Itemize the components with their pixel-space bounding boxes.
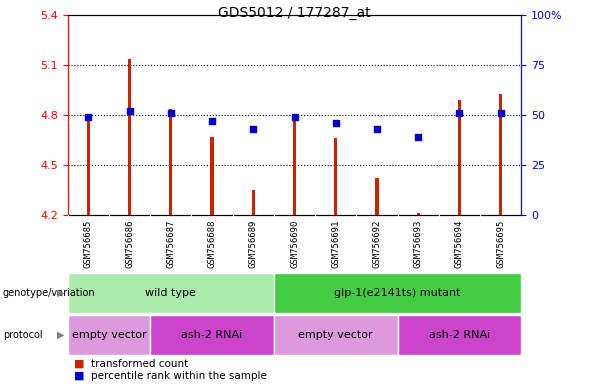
Text: GSM756687: GSM756687 [166,220,176,268]
Text: GSM756688: GSM756688 [207,220,217,268]
Point [496,110,505,116]
Text: ash-2 RNAi: ash-2 RNAi [181,330,243,340]
Text: GDS5012 / 177287_at: GDS5012 / 177287_at [218,6,371,20]
Text: ■: ■ [74,359,84,369]
Text: GSM756685: GSM756685 [84,220,93,268]
Bar [128,59,131,215]
Bar [416,214,420,215]
Bar [252,190,255,215]
Point [290,114,299,120]
Point [413,134,423,140]
Point [166,110,176,116]
Bar [210,137,214,215]
Point [84,114,93,120]
Text: ash-2 RNAi: ash-2 RNAi [429,330,490,340]
Text: empty vector: empty vector [299,330,373,340]
Text: ■: ■ [74,371,84,381]
Text: GSM756690: GSM756690 [290,220,299,268]
Text: wild type: wild type [145,288,196,298]
Text: percentile rank within the sample: percentile rank within the sample [91,371,267,381]
Bar [458,100,461,215]
Text: GSM756692: GSM756692 [372,220,382,268]
Text: GSM756686: GSM756686 [125,220,134,268]
Point [207,118,217,124]
Point [372,126,382,132]
Text: transformed count: transformed count [91,359,188,369]
Point [331,120,340,126]
Text: GSM756695: GSM756695 [496,220,505,268]
Text: GSM756689: GSM756689 [249,220,258,268]
Point [455,110,464,116]
Text: genotype/variation: genotype/variation [3,288,95,298]
Bar [375,179,379,215]
Point [249,126,258,132]
Bar [87,117,90,215]
Text: GSM756694: GSM756694 [455,220,464,268]
Point [125,108,134,114]
Bar [499,94,502,215]
Text: ▶: ▶ [57,288,65,298]
Text: ▶: ▶ [57,330,65,340]
Bar [169,109,173,215]
Bar [293,117,296,215]
Bar [334,139,337,215]
Text: glp-1(e2141ts) mutant: glp-1(e2141ts) mutant [335,288,461,298]
Text: GSM756693: GSM756693 [413,220,423,268]
Text: empty vector: empty vector [72,330,146,340]
Text: protocol: protocol [3,330,42,340]
Text: GSM756691: GSM756691 [331,220,340,268]
